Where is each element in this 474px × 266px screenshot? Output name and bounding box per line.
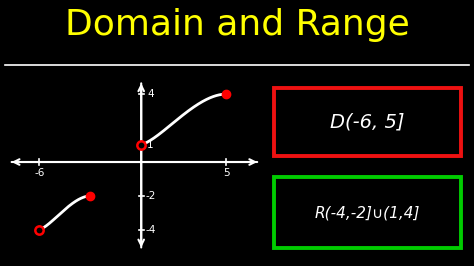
- Text: -4: -4: [146, 225, 156, 235]
- Text: 4: 4: [147, 89, 154, 99]
- Text: R(-4,-2]∪(1,4]: R(-4,-2]∪(1,4]: [315, 205, 420, 220]
- Text: -2: -2: [146, 191, 156, 201]
- Bar: [273, 177, 461, 248]
- Text: -6: -6: [34, 168, 45, 178]
- Text: D(-6, 5]: D(-6, 5]: [330, 112, 405, 131]
- Text: 1: 1: [147, 140, 154, 150]
- Text: 5: 5: [223, 168, 229, 178]
- Text: Domain and Range: Domain and Range: [64, 8, 410, 42]
- Bar: [273, 88, 461, 156]
